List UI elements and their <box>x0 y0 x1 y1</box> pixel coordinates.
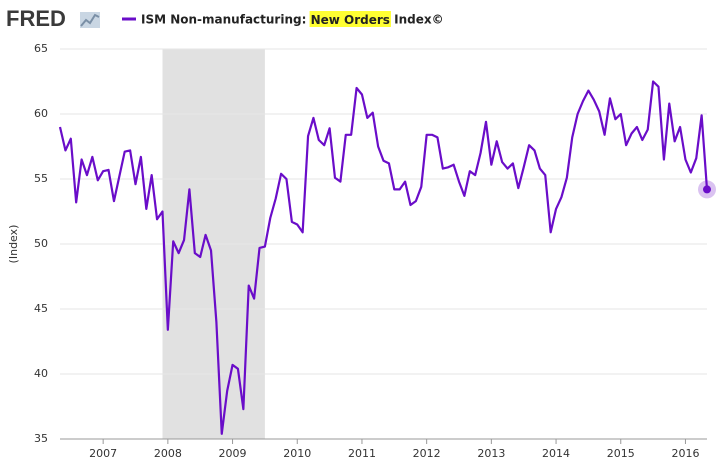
x-tick-label: 2011 <box>348 447 376 460</box>
x-tick-label: 2010 <box>283 447 311 460</box>
y-tick-label: 65 <box>34 42 48 55</box>
x-tick-label: 2016 <box>671 447 699 460</box>
y-tick-label: 35 <box>34 432 48 445</box>
x-tick-label: 2014 <box>542 447 570 460</box>
legend-label: ISM Non-manufacturing: New Orders Index© <box>141 13 444 27</box>
y-tick-label: 40 <box>34 367 48 380</box>
x-tick-label: 2013 <box>477 447 505 460</box>
x-tick-label: 2008 <box>154 447 182 460</box>
legend-highlight-text: New Orders <box>311 13 390 27</box>
legend-highlight <box>309 11 391 27</box>
logo-icon <box>80 12 100 28</box>
y-tick-label: 55 <box>34 172 48 185</box>
y-tick-label: 50 <box>34 237 48 250</box>
x-tick-label: 2015 <box>607 447 635 460</box>
x-tick-label: 2009 <box>219 447 247 460</box>
y-tick-label: 45 <box>34 302 48 315</box>
line-series <box>58 80 709 435</box>
logo: FRED <box>6 6 66 31</box>
x-tick-label: 2012 <box>413 447 441 460</box>
x-tick-label: 2007 <box>89 447 117 460</box>
end-point <box>703 185 711 194</box>
y-axis-label: (Index) <box>7 225 20 264</box>
y-tick-label: 60 <box>34 107 48 120</box>
